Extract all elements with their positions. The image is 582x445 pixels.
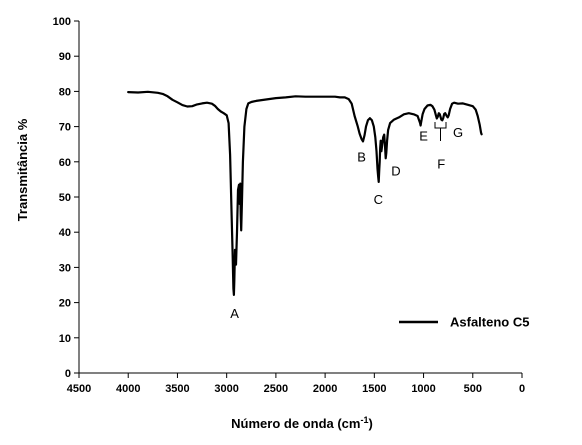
- y-tick-label: 80: [59, 86, 71, 98]
- x-axis-title: Número de onda (cm-1): [231, 415, 373, 431]
- x-tick-label: 3500: [165, 383, 189, 395]
- peak-label-e: E: [419, 128, 428, 143]
- peak-label-g: G: [453, 125, 463, 140]
- peak-label-b: B: [357, 150, 366, 165]
- y-tick-label: 70: [59, 122, 71, 134]
- x-tick-label: 0: [519, 383, 525, 395]
- y-axis-ticks: 0 10 20 30 40 50 60 70 80 90 100: [53, 16, 79, 380]
- y-tick-label: 0: [65, 368, 71, 380]
- x-tick-label: 2000: [313, 383, 337, 395]
- peak-label-d: D: [391, 164, 400, 179]
- x-axis-title-main: Número de onda (cm: [231, 416, 360, 431]
- peak-annotations: A B CD EF G: [230, 122, 463, 321]
- series-layer: [127, 90, 483, 296]
- x-axis-title-superscript: -1: [360, 415, 368, 425]
- legend: Asfalteno C5: [399, 315, 529, 330]
- x-axis-title-close: ): [368, 416, 372, 431]
- peak-label-f: F: [437, 157, 445, 172]
- legend-label-asfalteno-c5: Asfalteno C5: [450, 315, 529, 330]
- peak-f-bracket: [434, 122, 447, 141]
- y-tick-label: 90: [59, 51, 71, 63]
- x-axis-ticks: 4500 4000 3500 3000 2500 2000 1500 1000 500 0: [67, 373, 525, 395]
- x-tick-label: 2500: [264, 383, 288, 395]
- x-tick-label: 3000: [214, 383, 238, 395]
- y-axis-title: Transmitância %: [15, 118, 30, 221]
- peak-label-c: C: [374, 192, 383, 207]
- y-tick-label: 40: [59, 227, 71, 239]
- y-tick-label: 60: [59, 157, 71, 169]
- y-tick-label: 30: [59, 262, 71, 274]
- x-tick-label: 1000: [411, 383, 435, 395]
- series-line-asfalteno-c5: [127, 90, 483, 296]
- y-tick-label: 10: [59, 333, 71, 345]
- peak-label-a: A: [230, 306, 239, 321]
- x-tick-label: 500: [464, 383, 482, 395]
- y-tick-label: 20: [59, 298, 71, 310]
- x-tick-label: 4000: [116, 383, 140, 395]
- y-tick-label: 100: [53, 16, 71, 28]
- y-tick-label: 50: [59, 192, 71, 204]
- x-tick-label: 4500: [67, 383, 91, 395]
- x-tick-label: 1500: [362, 383, 386, 395]
